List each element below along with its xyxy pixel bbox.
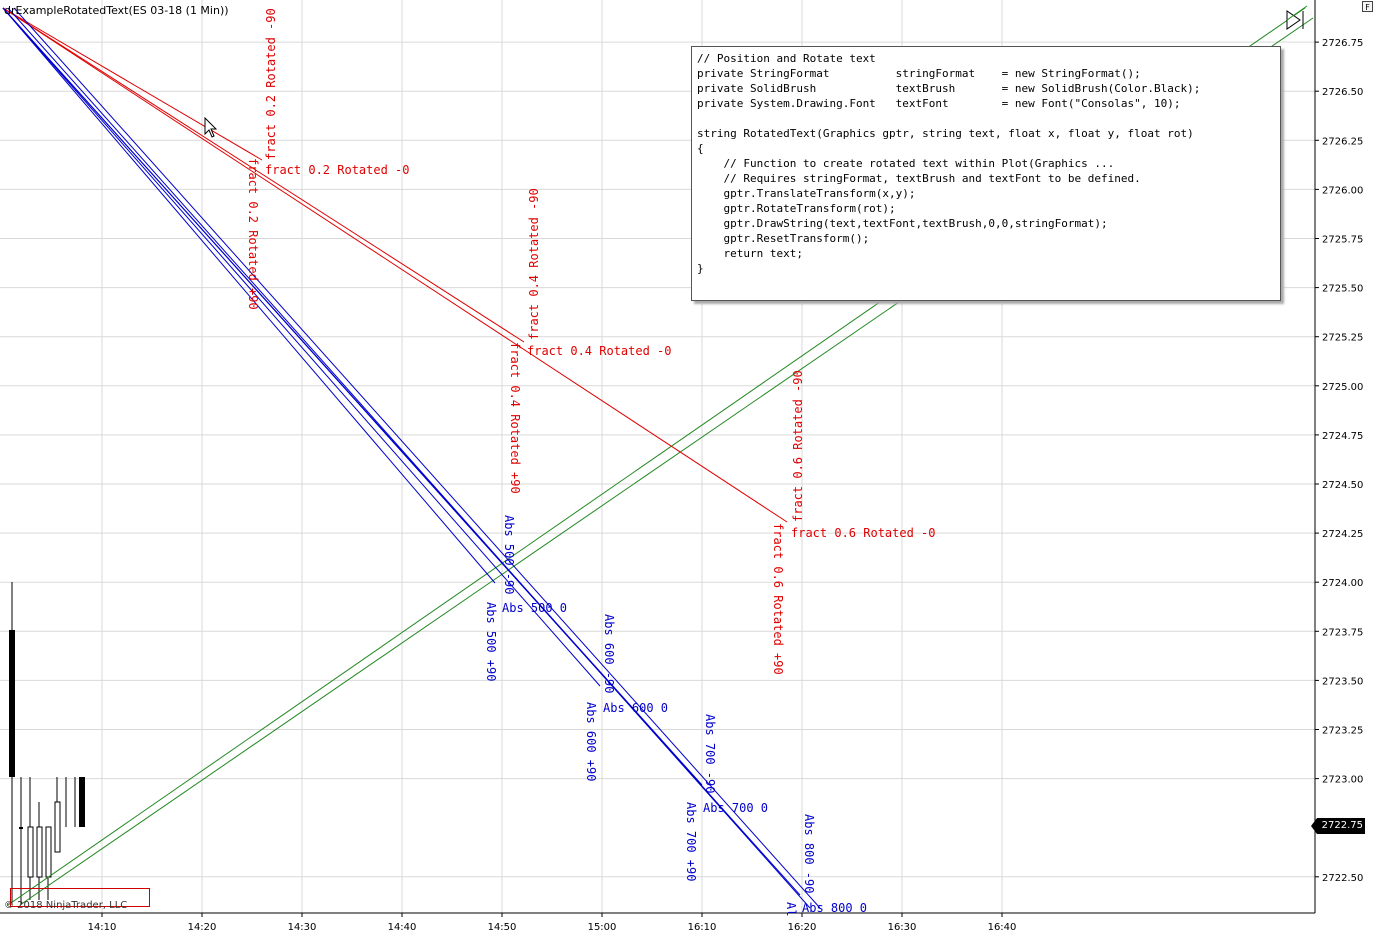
label-abs-500-rot0: Abs 500 0 — [502, 601, 567, 615]
label-abs-500-rotp90: Abs 500 +90 — [484, 602, 498, 681]
y-tick-label: 2726.25 — [1322, 136, 1363, 147]
x-tick-label: 16:20 — [788, 922, 817, 933]
y-tick-label: 2725.00 — [1322, 382, 1363, 393]
label-fract-06-rotp90: fract 0.6 Rotated +90 — [771, 523, 785, 675]
y-axis-ticks: 2726.75 2726.50 2726.25 2726.00 2725.75 2725.… — [1315, 38, 1363, 884]
f-button[interactable]: F — [1362, 1, 1373, 12]
y-tick-label: 2723.75 — [1322, 627, 1363, 638]
y-tick-label: 2725.25 — [1322, 333, 1363, 344]
label-abs-800-rotp90: Al — [784, 902, 798, 916]
y-tick-label: 2726.75 — [1322, 38, 1363, 49]
y-tick-label: 2722.50 — [1322, 873, 1363, 884]
y-tick-label: 2724.00 — [1322, 578, 1363, 589]
y-tick-label: 2725.75 — [1322, 235, 1363, 246]
blue-diagonal-lines — [2, 7, 821, 909]
red-diagonal-lines — [2, 7, 788, 523]
copyright-highlight-box — [10, 888, 150, 907]
y-tick-label: 2724.75 — [1322, 431, 1363, 442]
copyright-label: © 2018 NinjaTrader, LLC — [4, 900, 128, 911]
x-tick-label: 16:40 — [988, 922, 1017, 933]
x-tick-label: 14:20 — [188, 922, 217, 933]
x-tick-label: 14:10 — [88, 922, 117, 933]
y-tick-label: 2724.25 — [1322, 529, 1363, 540]
y-tick-label: 2726.00 — [1322, 185, 1363, 196]
candle-body — [45, 826, 52, 878]
label-abs-500-rotm90: Abs 500 -90 — [502, 515, 516, 594]
candle-body — [54, 801, 61, 853]
candle-body — [79, 777, 85, 827]
label-abs-600-rotm90: Abs 600 -90 — [602, 614, 616, 693]
y-tick-label: 2725.50 — [1322, 284, 1363, 295]
candle-body — [36, 826, 43, 878]
blue-line — [13, 7, 821, 909]
current-price-marker: 2722.75 — [1311, 818, 1365, 834]
candle-body — [9, 630, 15, 777]
label-fract-02-rot0: fract 0.2 Rotated -0 — [265, 163, 410, 177]
label-fract-02-rotp90: fract 0.2 Rotated +90 — [246, 158, 260, 310]
y-tick-label: 2723.25 — [1322, 726, 1363, 737]
y-tick-label: 2723.00 — [1322, 775, 1363, 786]
red-line — [2, 7, 525, 343]
chart-title: drExampleRotatedText(ES 03-18 (1 Min)) — [4, 4, 229, 17]
label-abs-700-rot0: Abs 700 0 — [703, 801, 768, 815]
y-tick-label: 2723.50 — [1322, 676, 1363, 687]
red-text-labels: fract 0.2 Rotated -0 fract 0.2 Rotated -… — [246, 8, 936, 674]
label-abs-600-rot0: Abs 600 0 — [603, 701, 668, 715]
x-tick-label: 14:50 — [488, 922, 517, 933]
scroll-to-end-icon[interactable] — [1286, 5, 1308, 30]
red-line — [2, 7, 263, 161]
label-abs-700-rotm90: Abs 700 -90 — [703, 714, 717, 793]
candlesticks — [9, 582, 85, 905]
label-fract-04-rot0: fract 0.4 Rotated -0 — [527, 344, 672, 358]
y-tick-label: 2726.50 — [1322, 87, 1363, 98]
x-tick-label: 15:00 — [588, 922, 617, 933]
label-fract-06-rot0: fract 0.6 Rotated -0 — [791, 526, 936, 540]
red-line — [2, 7, 788, 523]
candle-body — [27, 826, 34, 878]
label-fract-06-rotm90: fract 0.6 Rotated -90 — [791, 370, 805, 522]
blue-text-labels: Abs 500 0 Abs 500 -90 Abs 500 +90 Abs 60… — [484, 515, 867, 916]
y-tick-label: 2724.50 — [1322, 480, 1363, 491]
label-fract-02-rotm90: fract 0.2 Rotated -90 — [264, 8, 278, 160]
label-abs-800-rot0: Abs 800 0 — [802, 901, 867, 915]
label-abs-700-rotp90: Abs 700 +90 — [684, 802, 698, 881]
x-tick-label: 14:40 — [388, 922, 417, 933]
label-abs-800-rotm90: Abs 800 -90 — [802, 814, 816, 893]
x-tick-label: 16:30 — [888, 922, 917, 933]
blue-line — [2, 7, 496, 584]
x-axis-ticks: 14:10 14:20 14:30 14:40 14:50 15:00 16:10 16:20… — [88, 913, 1017, 933]
label-fract-04-rotp90: fract 0.4 Rotated +90 — [508, 342, 522, 494]
blue-line — [7, 7, 811, 909]
x-tick-label: 14:30 — [288, 922, 317, 933]
code-text-box: // Position and Rotate text private Stri… — [691, 46, 1281, 301]
grid-lines — [0, 0, 1315, 913]
code-snippet: // Position and Rotate text private Stri… — [697, 52, 1201, 275]
x-tick-label: 16:10 — [688, 922, 717, 933]
label-abs-600-rotp90: Abs 600 +90 — [584, 702, 598, 781]
candle-body — [19, 827, 23, 829]
blue-line — [2, 7, 601, 687]
mouse-cursor-icon — [204, 116, 218, 138]
label-fract-04-rotm90: fract 0.4 Rotated -90 — [527, 188, 541, 340]
